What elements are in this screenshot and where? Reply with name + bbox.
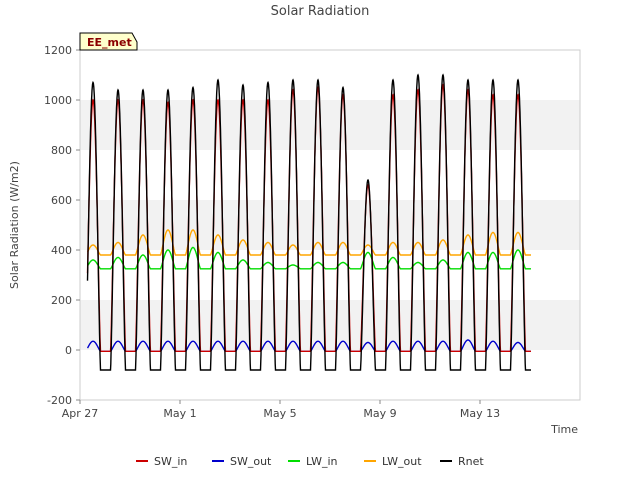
site-badge-shape	[79, 32, 138, 51]
y-axis-label: Solar Radiation (W/m2)	[8, 161, 21, 289]
y-tick-label: 1200	[44, 44, 72, 57]
y-tick-label: 200	[51, 294, 72, 307]
x-tick-label: May 9	[363, 407, 396, 420]
site-badge-label: EE_met	[87, 36, 132, 49]
chart-legend: SW_in SW_out LW_in LW_out Rnet	[136, 455, 484, 468]
y-tick-label: 400	[51, 244, 72, 257]
y-tick-label: 800	[51, 144, 72, 157]
series-line-lw-in	[86, 246, 531, 270]
x-tick-label: Apr 27	[62, 407, 99, 420]
series-line-lw-out	[86, 229, 531, 256]
y-axis-ticks: -200 0 200 400 600 800 1000 1200	[44, 44, 80, 407]
chart-title: Solar Radiation	[271, 4, 370, 19]
plot-frame	[79, 49, 581, 401]
legend-label-rnet: Rnet	[458, 455, 484, 468]
y-tick-label: 600	[51, 194, 72, 207]
legend-label-sw-in: SW_in	[154, 455, 187, 468]
y-tick-label: 1000	[44, 94, 72, 107]
x-tick-label: May 5	[263, 407, 296, 420]
x-tick-label: May 1	[163, 407, 196, 420]
legend-label-sw-out: SW_out	[230, 455, 272, 468]
site-badge: EE_met	[79, 32, 138, 51]
legend-label-lw-in: LW_in	[306, 455, 338, 468]
plot-band	[80, 200, 580, 250]
x-tick-label: May 13	[460, 407, 500, 420]
y-tick-label: -200	[47, 394, 72, 407]
series-line-rnet	[86, 73, 531, 371]
legend-label-lw-out: LW_out	[382, 455, 422, 468]
plot-band	[80, 100, 580, 150]
plot-band	[80, 300, 580, 350]
x-axis-label: Time	[550, 423, 578, 436]
series-lines	[86, 73, 531, 371]
x-axis-ticks: Apr 27 May 1 May 5 May 9 May 13	[62, 400, 500, 420]
plot-bands	[80, 100, 580, 350]
y-tick-label: 0	[65, 344, 72, 357]
